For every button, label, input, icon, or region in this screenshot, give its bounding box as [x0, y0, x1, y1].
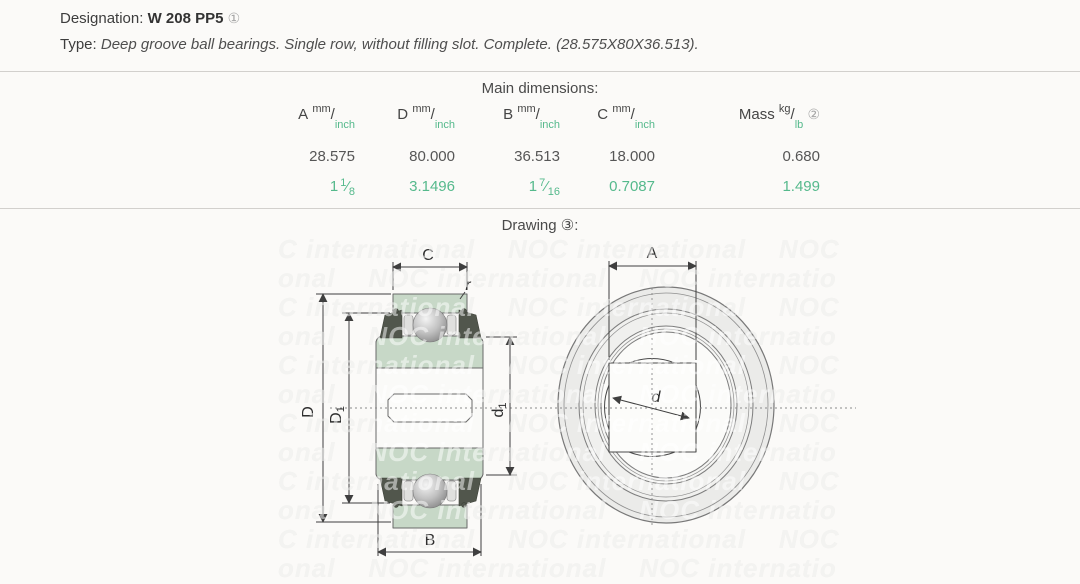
column-A: A mm/inch 28.575 1 1⁄8 — [268, 103, 355, 202]
square-bore — [604, 358, 701, 457]
seals — [379, 308, 482, 508]
main-dimensions-title: Main dimensions: — [481, 80, 599, 97]
dim-label-d1: d1 — [490, 402, 509, 417]
bearing-cross-section — [375, 293, 484, 529]
designation-value: W 208 PP5 — [147, 10, 224, 27]
value-A-inch: 1 1⁄8 — [329, 177, 355, 198]
dimensions-table: A mm/inch 28.575 1 1⁄8 D mm/inch 80.000 3… — [268, 103, 820, 202]
value-mass-kg: 0.680 — [782, 148, 820, 165]
divider-middle — [0, 208, 1080, 209]
dim-label-C: C — [422, 247, 434, 264]
dim-label-B: B — [425, 532, 436, 549]
designation-line: Designation: W 208 PP5 ① — [60, 10, 240, 27]
ball-top — [412, 307, 448, 343]
dim-label-A: A — [647, 245, 658, 262]
column-D: D mm/inch 80.000 3.1496 — [355, 103, 455, 202]
center-lines — [330, 288, 856, 525]
value-C-inch: 0.7087 — [609, 178, 655, 195]
outer-ring-top — [375, 335, 484, 369]
column-D-header: D mm/inch — [397, 103, 455, 131]
column-B-header: B mm/inch — [503, 103, 560, 131]
column-B: B mm/inch 36.513 1 7⁄16 — [455, 103, 560, 202]
designation-note-icon[interactable]: ① — [227, 10, 241, 26]
divider-top — [0, 71, 1080, 72]
column-mass: Mass kg/lb ② 0.680 1.499 — [655, 103, 820, 202]
value-A-mm: 28.575 — [309, 148, 355, 165]
value-mass-lb: 1.499 — [782, 178, 820, 195]
column-C-header: C mm/inch — [597, 103, 655, 131]
value-D-mm: 80.000 — [409, 148, 455, 165]
bearing-front-view — [557, 286, 775, 524]
value-C-mm: 18.000 — [609, 148, 655, 165]
dim-label-D: D — [300, 406, 317, 418]
designation-label: Designation: — [60, 10, 144, 27]
ball-bottom — [412, 473, 448, 509]
outer-ring-bottom — [375, 447, 484, 481]
dim-label-r: r — [465, 277, 471, 294]
value-B-mm: 36.513 — [514, 148, 560, 165]
type-value: Deep groove ball bearings. Single row, w… — [100, 36, 699, 53]
cage — [403, 314, 457, 502]
top-collar — [392, 293, 468, 314]
column-mass-header: Mass kg/lb ② — [738, 103, 820, 131]
bottom-collar — [392, 504, 468, 529]
value-B-inch: 1 7⁄16 — [528, 177, 560, 198]
column-A-header: A mm/inch — [298, 103, 355, 131]
dim-label-D1: D1 — [328, 406, 347, 424]
column-C: C mm/inch 18.000 0.7087 — [560, 103, 655, 202]
shaft-bore — [387, 393, 473, 423]
bearing-body — [375, 335, 484, 481]
value-D-inch: 3.1496 — [409, 178, 455, 195]
type-label: Type: — [60, 36, 97, 53]
dimension-lines — [316, 261, 697, 557]
mass-note-icon[interactable]: ② — [807, 106, 820, 122]
drawing-title: Drawing ③: — [501, 217, 579, 234]
type-line: Type: Deep groove ball bearings. Single … — [60, 36, 699, 53]
dim-label-d: d — [652, 389, 662, 406]
